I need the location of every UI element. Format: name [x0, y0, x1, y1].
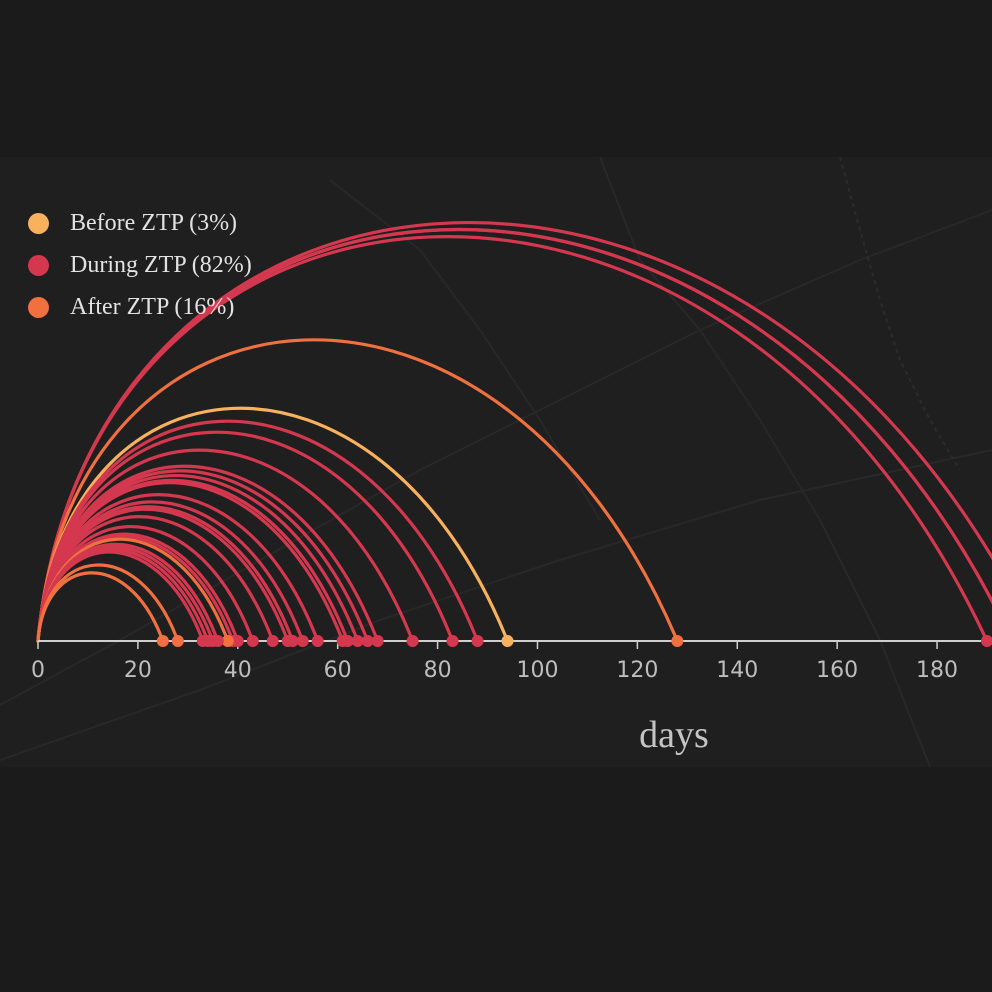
arc-endpoint: [501, 635, 514, 647]
arc-endpoint: [281, 635, 294, 647]
arc-endpoint: [671, 635, 684, 647]
arc-endpoint: [336, 635, 349, 647]
legend-dot-before: [28, 212, 49, 234]
x-tick-label: 160: [816, 658, 858, 683]
x-tick-label: 40: [224, 658, 252, 683]
x-tick-label: 60: [324, 658, 352, 683]
arc-endpoint: [371, 635, 384, 647]
arc-endpoint: [296, 635, 309, 647]
arc-endpoint: [196, 635, 209, 647]
arc-endpoint: [446, 635, 459, 647]
legend-label-before: Before ZTP (3%): [70, 209, 238, 236]
arc-endpoint: [246, 635, 259, 647]
map-background: [0, 157, 992, 767]
x-tick-label: 120: [616, 658, 658, 683]
legend-dot-during: [28, 254, 49, 276]
legend: Before ZTP (3%) During ZTP (82%) After Z…: [28, 202, 252, 328]
arc-endpoint: [361, 635, 374, 647]
legend-label-after: After ZTP (16%): [70, 293, 235, 320]
x-tick-label: 180: [916, 658, 958, 683]
arc-endpoint: [981, 635, 992, 647]
arc-endpoint: [311, 635, 324, 647]
x-tick-label: 140: [716, 658, 758, 683]
x-tick-label: 0: [31, 658, 45, 683]
arc-endpoint: [471, 635, 484, 647]
arc-endpoints: [156, 635, 992, 647]
arc-endpoint: [406, 635, 419, 647]
arc-endpoint: [171, 635, 184, 647]
legend-dot-after: [28, 296, 49, 318]
arc: [36, 571, 165, 643]
arcs: [36, 221, 992, 643]
legend-label-during: During ZTP (82%): [70, 251, 252, 278]
arc-endpoint: [266, 635, 279, 647]
x-tick-label: 80: [424, 658, 452, 683]
legend-item-after: After ZTP (16%): [28, 286, 252, 328]
x-axis-title: days: [639, 714, 709, 756]
arc: [36, 235, 989, 643]
x-axis-ticks: 0 20 40 60 80 100 120 140 160 180: [31, 641, 958, 683]
legend-item-during: During ZTP (82%): [28, 244, 252, 286]
arc: [36, 338, 679, 643]
legend-item-before: Before ZTP (3%): [28, 202, 252, 244]
arc-endpoint: [351, 635, 364, 647]
x-tick-label: 100: [516, 658, 558, 683]
arc-endpoint: [156, 635, 169, 647]
x-tick-label: 20: [124, 658, 152, 683]
arc-endpoint: [221, 635, 234, 647]
map-background-lines: [0, 156, 992, 768]
